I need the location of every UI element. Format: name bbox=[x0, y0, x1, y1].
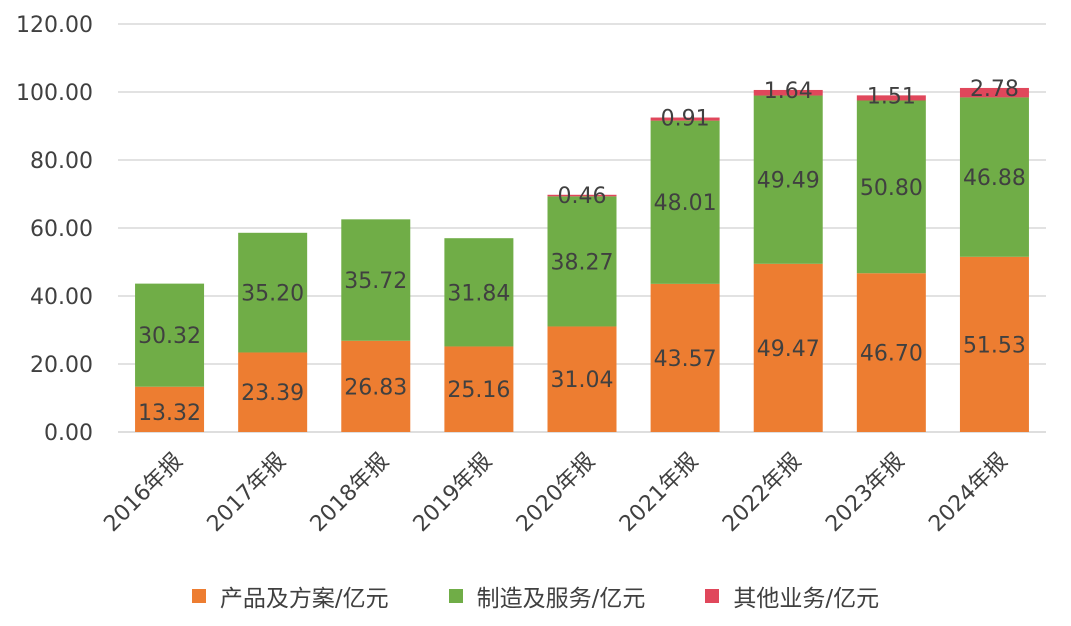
y-tick-label: 60.00 bbox=[30, 217, 93, 242]
legend-item-other: 其他业务/亿元 bbox=[705, 579, 879, 613]
x-tick-label: 2021年报 bbox=[615, 449, 703, 537]
legend-label-manufacturing: 制造及服务/亿元 bbox=[476, 586, 646, 612]
data-label: 13.32 bbox=[138, 401, 201, 426]
bar-segment bbox=[753, 89, 823, 96]
data-label: 35.20 bbox=[241, 282, 304, 307]
data-label: 46.70 bbox=[860, 342, 923, 367]
data-label: 30.32 bbox=[138, 324, 201, 349]
x-tick-label: 2024年报 bbox=[924, 449, 1012, 537]
bar-segment bbox=[959, 256, 1029, 432]
x-axis-tick-labels: 2016年报 2017年报 2018年报 2019年报 2020年报 2021年报 2022… bbox=[99, 449, 1012, 537]
bar-segment bbox=[341, 340, 411, 432]
x-tick-label: 2022年报 bbox=[718, 449, 806, 537]
legend-swatch-products bbox=[191, 589, 206, 603]
x-tick-label: 2017年报 bbox=[203, 449, 291, 537]
bar-segment bbox=[547, 196, 617, 327]
legend-item-manufacturing: 制造及服务/亿元 bbox=[448, 579, 646, 613]
data-label: 50.80 bbox=[860, 176, 923, 201]
bar-segment bbox=[547, 194, 617, 197]
bar-segment bbox=[444, 346, 514, 432]
y-tick-label: 20.00 bbox=[30, 353, 93, 378]
data-label: 43.57 bbox=[654, 347, 717, 372]
data-label: 23.39 bbox=[241, 381, 304, 406]
bar-segment bbox=[238, 232, 308, 353]
data-label: 48.01 bbox=[654, 191, 717, 216]
legend-item-products: 产品及方案/亿元 bbox=[191, 579, 389, 613]
bar-segment bbox=[547, 326, 617, 432]
x-tick-label: 2023年报 bbox=[821, 449, 909, 537]
bar-segment bbox=[959, 87, 1029, 98]
x-tick-label: 2020年报 bbox=[512, 449, 600, 537]
bar-segment bbox=[856, 95, 926, 101]
y-tick-label: 100.00 bbox=[16, 81, 93, 106]
y-tick-label: 0.00 bbox=[44, 421, 93, 446]
data-label: 38.27 bbox=[551, 250, 614, 275]
bars bbox=[135, 87, 1029, 432]
bar-segment bbox=[238, 352, 308, 432]
data-label: 46.88 bbox=[963, 166, 1026, 191]
bar-segment bbox=[650, 117, 720, 121]
bar-segment bbox=[959, 97, 1029, 257]
y-axis-tick-labels: 0.00 20.00 40.00 60.00 80.00 100.00 120.00 bbox=[16, 13, 93, 446]
bar-segment bbox=[444, 238, 514, 347]
data-label: 25.16 bbox=[447, 378, 510, 403]
data-label: 1.64 bbox=[764, 79, 813, 104]
data-labels: 13.32 30.32 23.39 35.20 26.83 35.72 25.16 31.84… bbox=[138, 77, 1026, 426]
y-tick-label: 80.00 bbox=[30, 149, 93, 174]
data-label: 49.49 bbox=[757, 169, 820, 194]
bar-segment bbox=[753, 95, 823, 264]
data-label: 2.78 bbox=[970, 77, 1019, 102]
bar-segment bbox=[650, 283, 720, 432]
legend-label-other: 其他业务/亿元 bbox=[733, 586, 880, 612]
data-label: 31.84 bbox=[447, 281, 510, 306]
stacked-bar-chart: 0.00 20.00 40.00 60.00 80.00 100.00 120.00 201… bbox=[16, 13, 1046, 537]
bar-segment bbox=[135, 386, 205, 432]
data-label: 26.83 bbox=[344, 375, 407, 400]
y-tick-label: 40.00 bbox=[30, 285, 93, 310]
data-label: 35.72 bbox=[344, 269, 407, 294]
bar-segment bbox=[753, 263, 823, 432]
data-label: 51.53 bbox=[963, 333, 1026, 358]
data-label: 31.04 bbox=[551, 368, 614, 393]
x-tick-label: 2016年报 bbox=[99, 449, 187, 537]
bar-segment bbox=[650, 120, 720, 284]
bar-segment bbox=[135, 283, 205, 387]
legend-swatch-manufacturing bbox=[448, 589, 463, 603]
data-label: 0.46 bbox=[558, 184, 607, 209]
y-tick-label: 120.00 bbox=[16, 13, 93, 38]
legend-label-products: 产品及方案/亿元 bbox=[219, 586, 389, 612]
x-tick-label: 2019年报 bbox=[409, 449, 497, 537]
legend-swatch-other bbox=[705, 589, 720, 603]
bar-segment bbox=[856, 273, 926, 432]
data-label: 49.47 bbox=[757, 337, 820, 362]
bar-segment bbox=[341, 219, 411, 341]
legend: 产品及方案/亿元 制造及服务/亿元 其他业务/亿元 bbox=[0, 576, 1071, 616]
data-label: 0.91 bbox=[661, 107, 710, 132]
data-label: 1.51 bbox=[867, 84, 916, 109]
bar-segment bbox=[856, 100, 926, 274]
x-tick-label: 2018年报 bbox=[306, 449, 394, 537]
